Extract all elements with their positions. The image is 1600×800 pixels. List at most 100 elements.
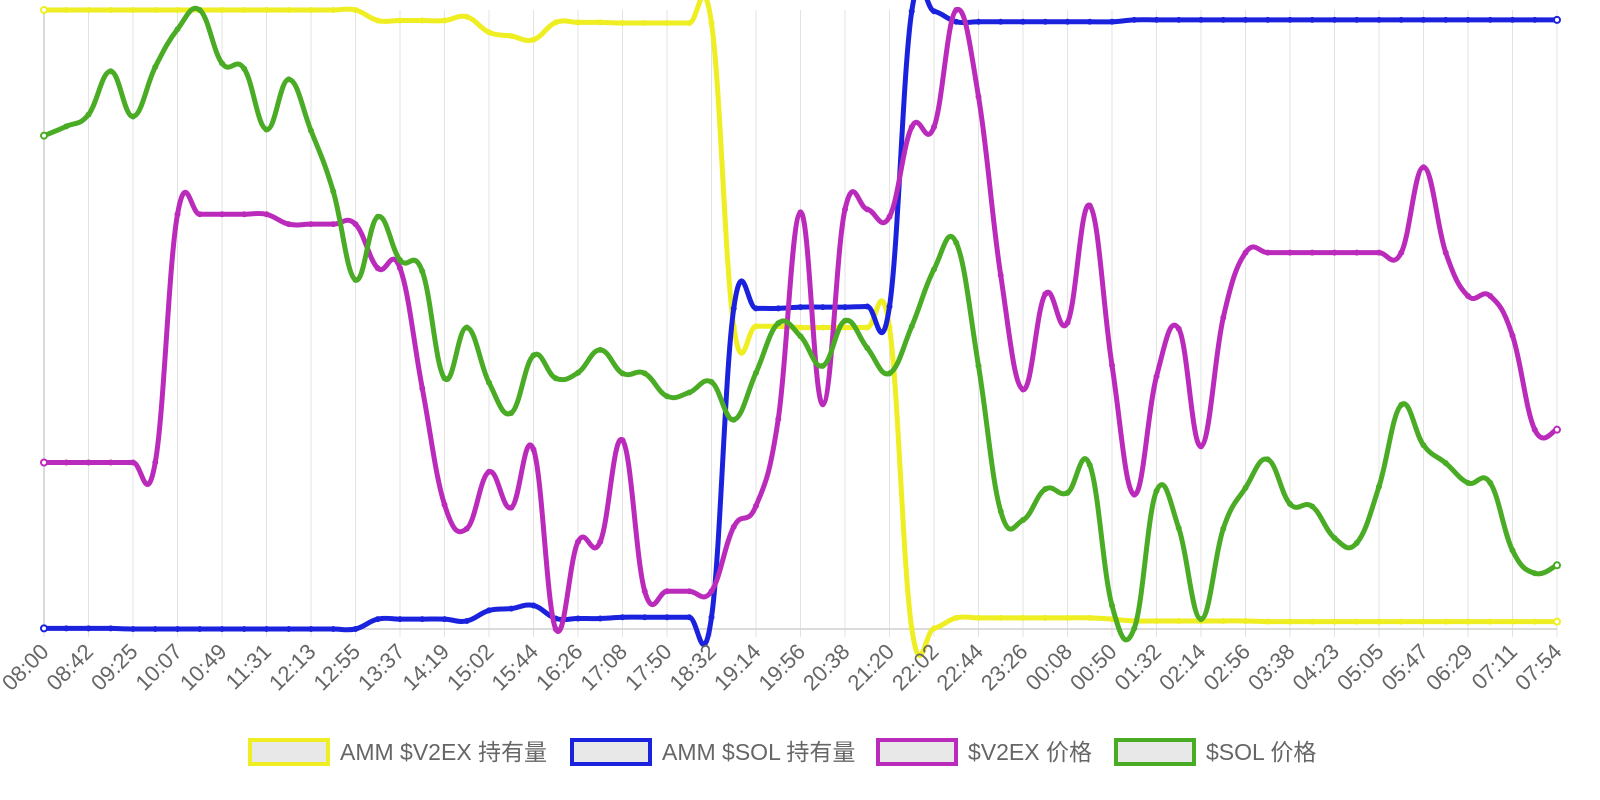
series-lines [40, 0, 1561, 659]
data-point [1131, 625, 1138, 632]
x-tick-label: 10:07 [130, 639, 187, 696]
data-point [374, 213, 381, 220]
data-point [1175, 525, 1182, 532]
data-point [597, 346, 604, 353]
x-tick-label: 10:49 [175, 639, 232, 696]
data-point [441, 501, 448, 508]
data-point [1264, 249, 1271, 256]
data-point [575, 19, 581, 26]
legend-item[interactable]: AMM $SOL 持有量 [570, 738, 855, 766]
data-point [1220, 617, 1227, 624]
x-tick-label: 00:50 [1065, 639, 1122, 696]
data-point [352, 276, 359, 283]
data-point [1198, 16, 1204, 23]
data-point [908, 625, 915, 632]
x-tick-label: 17:08 [575, 639, 632, 696]
data-point [953, 7, 960, 13]
data-point [1353, 16, 1360, 23]
data-point [775, 416, 782, 423]
data-point [1331, 16, 1338, 23]
data-point [597, 538, 604, 545]
data-point [1442, 249, 1449, 256]
data-point [1553, 15, 1561, 24]
data-point [40, 624, 48, 633]
data-point [1309, 249, 1316, 256]
data-point [508, 504, 515, 511]
x-tick-label: 01:32 [1109, 639, 1166, 696]
series-1 [40, 0, 1561, 648]
data-point [1376, 249, 1382, 256]
data-point [908, 8, 915, 15]
data-point [374, 265, 381, 272]
data-point [953, 18, 960, 25]
data-point [1509, 547, 1516, 554]
legend-item[interactable]: $V2EX 价格 [876, 738, 1092, 766]
data-point [552, 626, 559, 632]
data-point [1064, 319, 1071, 326]
data-point [130, 113, 136, 120]
data-point [107, 625, 114, 632]
data-point [1376, 618, 1382, 625]
data-point [1553, 617, 1561, 626]
data-point [1086, 202, 1093, 209]
legend-item[interactable]: $SOL 价格 [1114, 738, 1316, 766]
data-point [107, 459, 114, 466]
data-point [842, 206, 848, 213]
data-point [1175, 617, 1182, 624]
data-point [619, 437, 626, 444]
data-point [85, 625, 92, 632]
data-point [263, 126, 270, 133]
data-point [530, 602, 537, 609]
x-tick-label: 19:56 [753, 639, 810, 696]
data-point [575, 615, 581, 622]
data-point [352, 7, 359, 13]
data-point [931, 123, 937, 130]
data-point [263, 211, 270, 218]
data-point [1353, 539, 1360, 546]
data-point [1264, 618, 1271, 625]
data-point [1064, 489, 1071, 496]
data-point [730, 523, 737, 530]
data-point [63, 7, 70, 13]
data-point [1420, 16, 1427, 23]
x-axis-tick-labels: 08:0008:4209:2510:0710:4911:3112:1312:55… [0, 639, 1567, 696]
x-tick-label: 08:00 [0, 639, 54, 696]
x-tick-label: 13:37 [353, 639, 410, 696]
data-point [619, 370, 626, 377]
data-point [597, 615, 604, 622]
data-point [397, 616, 403, 623]
x-tick-label: 09:25 [86, 639, 143, 696]
data-point [85, 111, 92, 118]
data-point [1109, 362, 1115, 369]
data-point [931, 266, 937, 273]
data-point [708, 588, 715, 595]
data-point [1465, 618, 1471, 625]
data-point [419, 268, 426, 275]
data-point [285, 626, 292, 632]
data-point [641, 588, 648, 595]
data-point [107, 68, 114, 75]
data-point [975, 93, 982, 100]
data-point [864, 324, 871, 331]
x-tick-label: 07:54 [1510, 639, 1567, 696]
data-point [219, 7, 225, 13]
data-point [1309, 503, 1316, 510]
data-point [330, 626, 337, 632]
data-point [730, 416, 737, 423]
x-tick-label: 22:44 [931, 639, 988, 696]
data-point [1420, 442, 1427, 449]
data-point [530, 446, 537, 453]
data-point [619, 614, 626, 621]
data-point [1020, 386, 1026, 393]
data-point [130, 7, 136, 13]
data-point [285, 76, 292, 83]
data-point [686, 389, 693, 396]
x-tick-label: 00:08 [1020, 639, 1077, 696]
data-point [419, 616, 426, 623]
data-point [797, 333, 804, 340]
legend-item[interactable]: AMM $V2EX 持有量 [248, 738, 547, 766]
x-tick-label: 12:55 [308, 639, 365, 696]
legend-label: $SOL 价格 [1206, 739, 1316, 765]
data-point [463, 525, 470, 532]
data-point [1331, 535, 1338, 542]
